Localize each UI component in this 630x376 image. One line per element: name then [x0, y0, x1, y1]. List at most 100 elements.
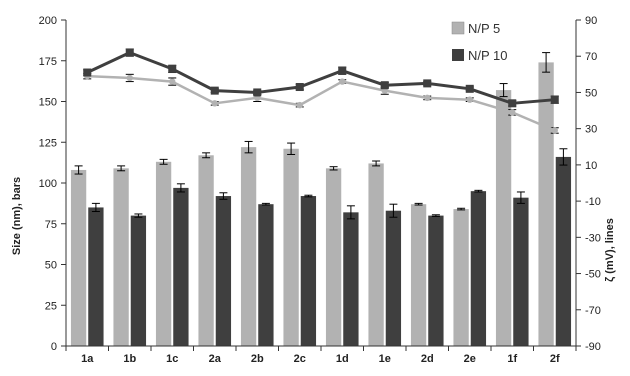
marker-np5-1d: [339, 78, 346, 85]
errorbar-np5-1a: [74, 165, 83, 175]
x-tick-label: 2d: [421, 353, 434, 365]
marker-np5-1b: [126, 74, 133, 82]
errorbar-np5-2d: [414, 202, 423, 206]
y2-tick-label: 10: [585, 160, 597, 172]
y-tick-label: 0: [51, 341, 57, 353]
y2-tick-label: -50: [585, 269, 601, 281]
bar-np5-1a: [70, 169, 87, 346]
bar-np5-2e: [453, 209, 469, 346]
errorbar-np10-2f: [559, 148, 568, 166]
y2-tick-label: 90: [585, 15, 597, 27]
bar-np10-1e: [385, 210, 402, 346]
legend-swatch-np5: [451, 21, 465, 35]
bar-np10-1c: [173, 187, 189, 346]
errorbar-np10-1e: [389, 203, 398, 218]
errorbar-np5-2c: [287, 142, 296, 155]
bar-np10-2d: [428, 215, 444, 346]
marker-np5-2a: [211, 100, 218, 107]
line-np5: [87, 74, 556, 132]
errorbar-np10-2b: [261, 202, 270, 206]
x-tick-label: 1d: [336, 353, 349, 365]
marker-np5-2e: [466, 96, 473, 103]
y-tick-label: 150: [39, 97, 57, 109]
bar-np5-2a: [198, 155, 214, 346]
y-tick-label: 125: [39, 137, 57, 149]
y2-axis-title: ζ (mV), lines: [604, 218, 616, 282]
errorbar-np10-1f: [516, 191, 525, 204]
errorbar-np10-1d: [346, 205, 355, 220]
errorbar-np10-2d: [431, 214, 440, 217]
bar-np5-2c: [283, 148, 299, 346]
errorbar-np10-2e: [474, 189, 483, 193]
x-tick-label: 1b: [123, 353, 136, 365]
marker-np5-1f: [509, 109, 516, 116]
bar-np10-2e: [470, 191, 487, 346]
marker-np10-2b: [253, 88, 262, 97]
y-tick-label: 100: [39, 178, 57, 190]
y-tick-label: 175: [39, 56, 57, 68]
y2-tick-label: 30: [585, 124, 597, 136]
y2-tick-label: 70: [585, 51, 597, 63]
errorbar-np10-2a: [219, 192, 228, 200]
marker-np10-1b: [125, 48, 134, 57]
marker-np5-2f: [551, 127, 558, 134]
errorbar-np10-1a: [91, 202, 100, 213]
bar-np5-2f: [538, 62, 554, 346]
legend-swatch-np10: [452, 49, 464, 61]
bar-np5-2b: [240, 147, 257, 346]
marker-np10-1d: [338, 66, 347, 75]
marker-np10-2f: [550, 95, 559, 104]
y2-tick-label: -70: [585, 305, 601, 317]
bar-np5-1d: [325, 168, 342, 346]
errorbar-np5-1f: [499, 83, 508, 98]
errorbar-np5-2f: [542, 52, 551, 73]
bar-np10-2f: [555, 156, 572, 346]
marker-np10-1f: [508, 99, 517, 108]
errorbar-np10-1b: [134, 213, 143, 218]
x-tick-label: 2e: [464, 353, 476, 365]
bars-np5-series: [70, 62, 554, 346]
y-axis-title: Size (nm), bars: [11, 177, 23, 255]
legend: N/P 5 N/P 10: [451, 21, 508, 63]
errorbar-np5-1e: [372, 160, 381, 167]
marker-np10-2a: [210, 86, 219, 95]
line-np10: [86, 51, 555, 105]
x-tick-label: 1c: [166, 353, 178, 365]
bar-np5-1f: [495, 90, 512, 346]
marker-np10-1a: [83, 68, 92, 77]
axes: [61, 19, 581, 351]
marker-np5-2d: [424, 94, 431, 102]
marker-np5-2c: [296, 101, 303, 109]
errorbar-np5-1c: [159, 158, 168, 165]
bar-np10-1f: [513, 197, 529, 346]
x-tick-label: 1a: [81, 353, 94, 365]
marker-np10-2c: [295, 83, 304, 92]
legend-label-np10: N/P 10: [468, 48, 508, 63]
bars-np10-series: [88, 156, 572, 346]
errorbar-np10-1c: [176, 183, 185, 193]
y-tick-label: 200: [39, 15, 57, 27]
bar-np5-1e: [368, 163, 384, 346]
x-tick-label: 1e: [379, 353, 391, 365]
zeta-lines: [83, 48, 559, 134]
x-tick-label: 2f: [550, 353, 560, 365]
marker-np10-1c: [168, 64, 177, 73]
error-bars: [74, 48, 568, 220]
x-tick-label: 2b: [251, 353, 264, 365]
x-tick-label: 2a: [209, 353, 222, 365]
bar-np10-1a: [88, 207, 104, 346]
bar-np10-1d: [343, 212, 359, 346]
y-tick-label: 50: [45, 260, 57, 272]
y-tick-label: 75: [45, 219, 57, 231]
bar-np10-2c: [300, 196, 317, 346]
errorbar-np5-2b: [244, 140, 253, 154]
legend-label-np5: N/P 5: [468, 21, 500, 36]
y-tick-label: 25: [45, 300, 57, 312]
bar-np10-1b: [130, 215, 147, 346]
bar-np5-2d: [410, 204, 427, 346]
tick-labels: 1a 1b 1c 2a 2b 2c 1d 1e 2d 2e 1f 2f 0 25 50 75 100 125 150…: [39, 15, 601, 365]
errorbar-np5-1d: [329, 166, 338, 171]
y2-tick-label: 50: [585, 87, 597, 99]
y2-tick-label: -90: [585, 341, 601, 353]
